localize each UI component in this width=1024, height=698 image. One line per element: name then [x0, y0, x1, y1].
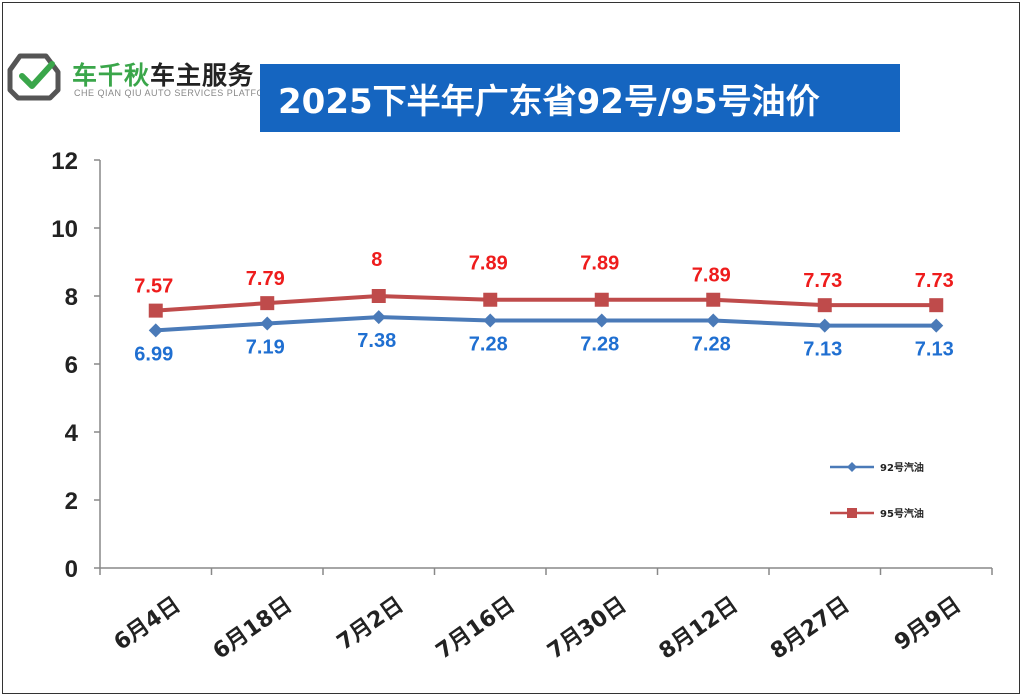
- data-label: 7.28: [692, 333, 731, 355]
- y-tick-label: 0: [65, 556, 78, 583]
- x-tick-label: 7月16日: [432, 592, 520, 664]
- data-point-92: [817, 318, 832, 333]
- legend-marker: [847, 508, 857, 518]
- data-point-95: [483, 292, 498, 307]
- data-point-95: [817, 298, 832, 313]
- data-label: 7.89: [580, 253, 619, 275]
- x-tick-label: 6月18日: [209, 592, 297, 664]
- legend-label: 92号汽油: [880, 461, 924, 474]
- x-tick-label: 7月30日: [543, 592, 631, 664]
- y-tick-label: 2: [65, 488, 78, 515]
- data-point-95: [706, 292, 721, 307]
- y-tick-label: 12: [51, 148, 78, 175]
- x-tick-label: 9月9日: [890, 592, 965, 655]
- data-label: 7.89: [469, 253, 508, 275]
- car-wrench-logo-icon: [7, 53, 61, 101]
- data-point-95: [594, 292, 609, 307]
- brand-subtitle: CHE QIAN QIU AUTO SERVICES PLATFORM: [74, 88, 280, 98]
- brand-name: 车千秋车主服务: [72, 56, 254, 92]
- chart-title: 2025下半年广东省92号/95号油价: [278, 82, 820, 122]
- data-point-92: [483, 313, 498, 328]
- data-point-95: [148, 303, 163, 318]
- data-point-92: [929, 318, 944, 333]
- data-label: 7.73: [803, 270, 842, 292]
- data-label: 7.57: [134, 276, 173, 298]
- data-label: 7.28: [469, 333, 508, 355]
- legend-label: 95号汽油: [880, 507, 924, 520]
- brand-logo: 车千秋车主服务 CHE QIAN QIU AUTO SERVICES PLATF…: [6, 46, 279, 106]
- data-point-92: [371, 310, 386, 325]
- brand-name-part2: 车主服务: [150, 61, 255, 90]
- data-label: 7.89: [692, 265, 731, 287]
- data-point-92: [148, 323, 163, 338]
- data-label: 7.73: [915, 270, 954, 292]
- series-line-92: [155, 315, 937, 333]
- x-tick-label: 6月4日: [110, 592, 185, 655]
- data-label: 6.99: [134, 343, 173, 365]
- data-label: 7.38: [357, 330, 396, 352]
- data-point-95: [929, 298, 944, 313]
- data-point-92: [260, 316, 275, 331]
- y-tick-label: 10: [51, 216, 78, 243]
- legend-marker: [847, 462, 857, 472]
- data-label: 7.13: [803, 339, 842, 361]
- title-banner: 2025下半年广东省92号/95号油价: [260, 64, 900, 132]
- data-point-92: [706, 313, 721, 328]
- data-label: 7.28: [580, 333, 619, 355]
- data-point-92: [594, 313, 609, 328]
- data-label: 8: [371, 249, 382, 271]
- x-tick-label: 7月2日: [333, 592, 408, 655]
- x-tick-label: 8月12日: [655, 592, 743, 664]
- y-tick-label: 6: [65, 352, 78, 379]
- data-label: 7.19: [246, 337, 285, 359]
- series-line-95: [155, 294, 937, 313]
- data-point-95: [371, 289, 386, 303]
- x-tick-label: 8月27日: [766, 592, 854, 664]
- brand-name-part1: 车千秋: [72, 61, 151, 90]
- data-label: 7.79: [246, 268, 285, 290]
- y-tick-label: 4: [65, 420, 79, 447]
- data-point-95: [260, 296, 275, 311]
- y-tick-label: 8: [65, 284, 78, 311]
- data-label: 7.13: [915, 339, 954, 361]
